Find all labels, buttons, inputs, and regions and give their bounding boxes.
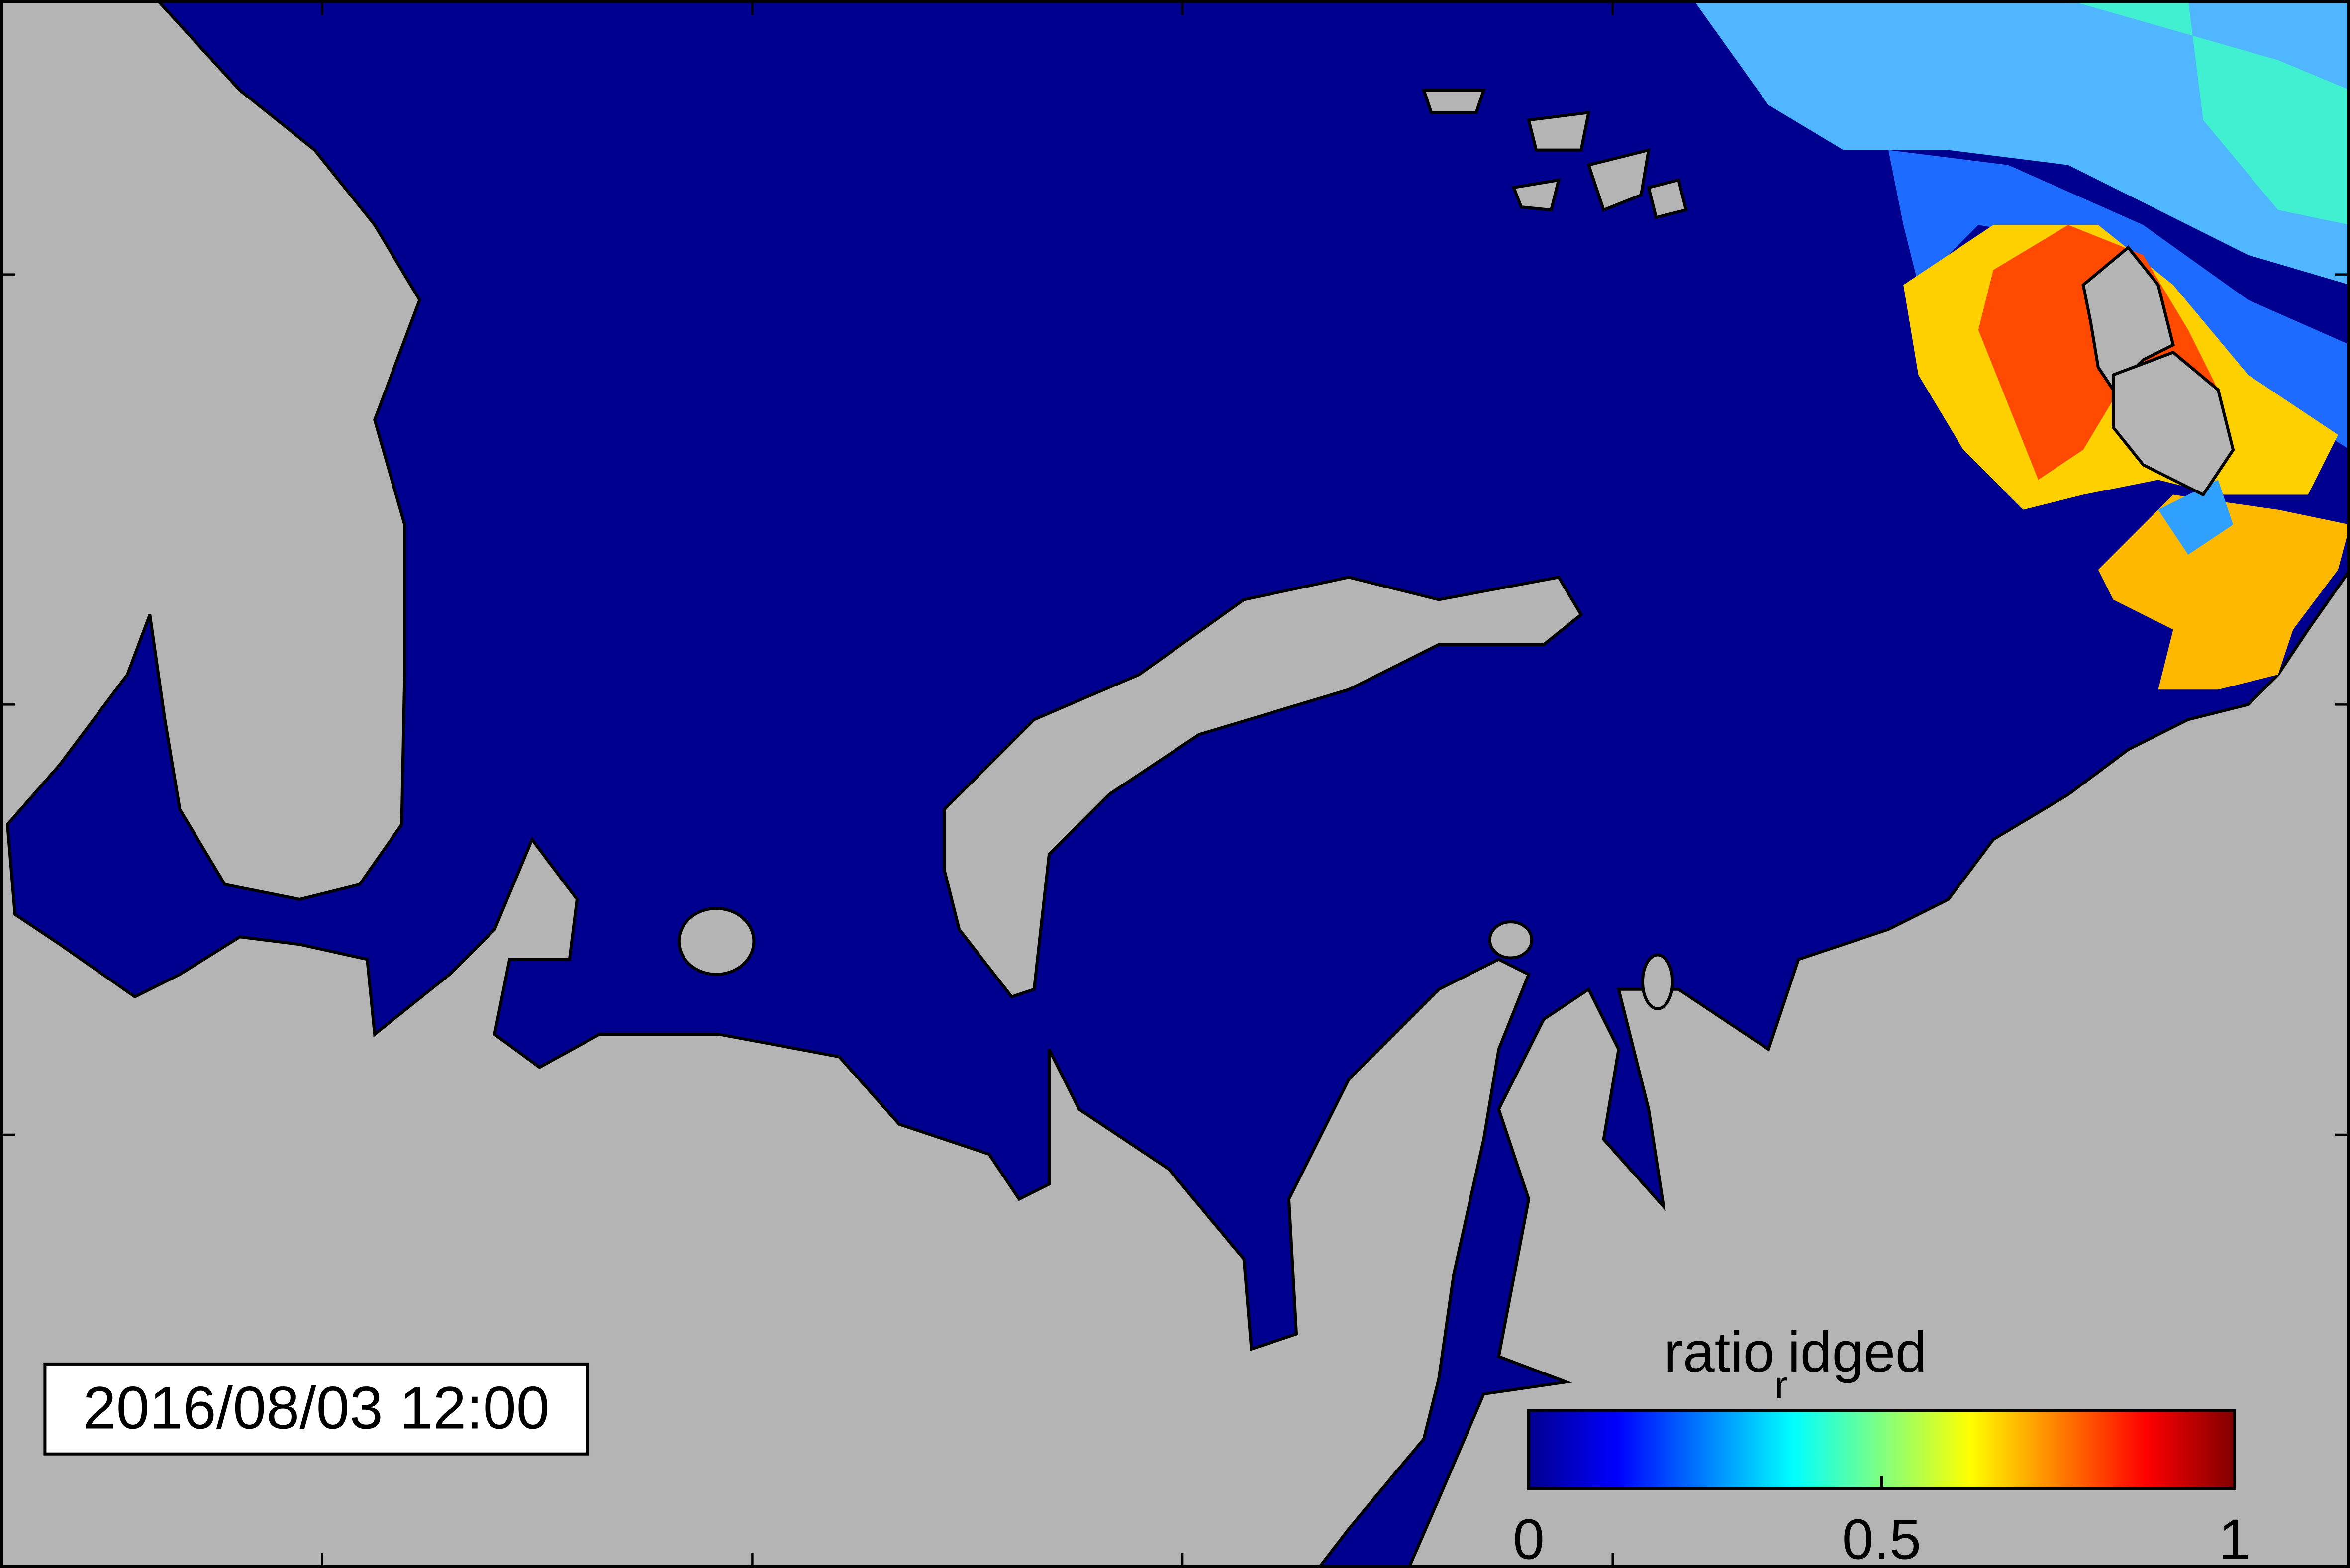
colorbar-label-rest: idged	[1788, 1320, 1927, 1384]
island	[1647, 178, 1688, 219]
island	[1488, 920, 1534, 960]
colorbar-label: ratioridged	[1664, 1320, 1927, 1407]
island	[2081, 245, 2175, 392]
island	[943, 575, 1583, 999]
island	[1527, 110, 1591, 152]
island	[1511, 178, 1561, 212]
timestamp-box	[43, 1362, 589, 1456]
island	[1641, 953, 1674, 1010]
ice-field	[2098, 494, 2350, 690]
island	[677, 907, 756, 976]
island	[1421, 89, 1486, 114]
colorbar-label-main: ratio	[1664, 1320, 1775, 1384]
colorbar-label-subscript: r	[1775, 1363, 1788, 1407]
colorbar	[1527, 1409, 2237, 1490]
ice-field	[2158, 480, 2234, 555]
ice-field	[1693, 0, 2350, 285]
ice-field	[2068, 0, 2350, 225]
colorbar-tick-label: 1	[2219, 1508, 2251, 1568]
island	[2111, 350, 2235, 497]
timestamp: 2016/08/03 12:00	[83, 1374, 550, 1441]
island	[1586, 148, 1651, 212]
colorbar-tick-label: 0.5	[1842, 1508, 1921, 1568]
colorbar-tick-label: 0	[1513, 1508, 1545, 1568]
